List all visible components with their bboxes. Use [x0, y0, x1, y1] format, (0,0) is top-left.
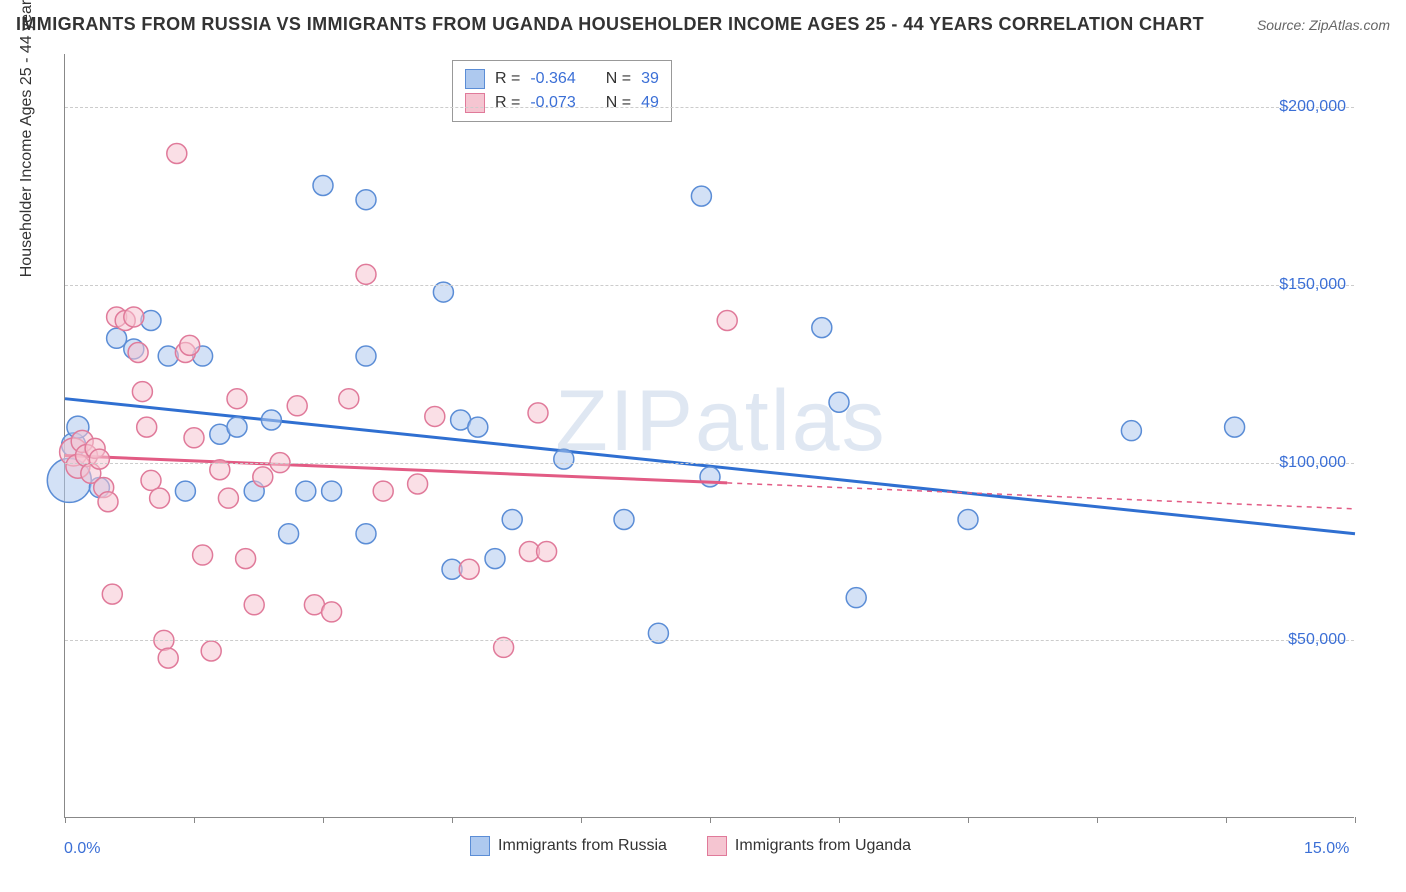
legend-label: Immigrants from Russia — [498, 837, 667, 855]
x-tick — [194, 817, 195, 823]
r-label: R = — [495, 70, 520, 88]
n-label: N = — [606, 94, 631, 112]
stats-row-russia: R = -0.364 N = 39 — [465, 67, 659, 91]
x-min-label: 0.0% — [64, 840, 100, 858]
x-tick — [581, 817, 582, 823]
y-tick-label: $200,000 — [1279, 98, 1346, 116]
legend-label: Immigrants from Uganda — [735, 837, 911, 855]
gridline — [65, 640, 1354, 641]
series-legend: Immigrants from Russia Immigrants from Ug… — [470, 836, 911, 856]
chart-svg — [65, 54, 1354, 817]
gridline — [65, 285, 1354, 286]
x-tick — [1355, 817, 1356, 823]
r-value: -0.364 — [530, 70, 575, 88]
x-tick — [65, 817, 66, 823]
y-axis-label: Householder Income Ages 25 - 44 years — [18, 0, 36, 277]
swatch-russia — [470, 836, 490, 856]
y-tick-label: $50,000 — [1288, 631, 1346, 649]
x-tick — [839, 817, 840, 823]
gridline — [65, 463, 1354, 464]
stats-legend: R = -0.364 N = 39 R = -0.073 N = 49 — [452, 60, 672, 122]
swatch-uganda — [707, 836, 727, 856]
legend-item-russia: Immigrants from Russia — [470, 836, 667, 856]
x-tick — [323, 817, 324, 823]
watermark: ZIPatlas — [555, 372, 886, 471]
x-tick — [968, 817, 969, 823]
swatch-uganda — [465, 93, 485, 113]
y-tick-label: $100,000 — [1279, 454, 1346, 472]
stats-row-uganda: R = -0.073 N = 49 — [465, 91, 659, 115]
y-tick-label: $150,000 — [1279, 276, 1346, 294]
plot-area: ZIPatlas R = -0.364 N = 39 R = -0.073 N = 49 $5… — [64, 54, 1354, 818]
source-label: Source: ZipAtlas.com — [1257, 17, 1390, 33]
n-value: 39 — [641, 70, 659, 88]
x-tick — [1097, 817, 1098, 823]
x-tick — [710, 817, 711, 823]
n-value: 49 — [641, 94, 659, 112]
x-tick — [452, 817, 453, 823]
gridline — [65, 107, 1354, 108]
swatch-russia — [465, 69, 485, 89]
x-tick — [1226, 817, 1227, 823]
chart-title: IMMIGRANTS FROM RUSSIA VS IMMIGRANTS FRO… — [16, 14, 1204, 35]
legend-item-uganda: Immigrants from Uganda — [707, 836, 911, 856]
x-max-label: 15.0% — [1304, 840, 1349, 858]
r-value: -0.073 — [530, 94, 575, 112]
n-label: N = — [606, 70, 631, 88]
r-label: R = — [495, 94, 520, 112]
